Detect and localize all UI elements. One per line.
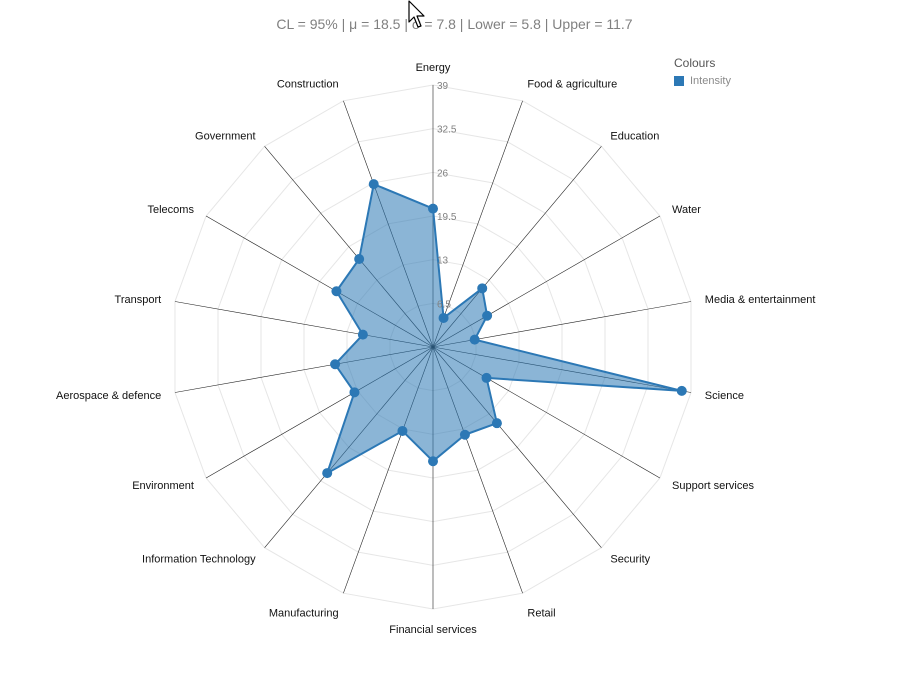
data-point-14 <box>357 329 368 340</box>
category-label-2: Education <box>610 131 659 143</box>
tick-label-2: 19.5 <box>437 212 457 223</box>
data-point-8 <box>459 429 470 440</box>
legend-item-label: Intensity <box>690 75 731 87</box>
tick-label-0: 6.5 <box>437 299 451 310</box>
data-point-6 <box>481 372 492 383</box>
data-point-4 <box>469 334 480 345</box>
category-label-17: Construction <box>277 79 339 91</box>
tick-label-4: 32.5 <box>437 125 457 136</box>
category-label-5: Science <box>705 390 744 402</box>
data-point-5 <box>676 385 687 396</box>
data-point-1 <box>438 312 449 323</box>
category-label-7: Security <box>610 553 650 565</box>
series-area-intensity <box>326 183 683 475</box>
data-point-13 <box>330 359 341 370</box>
data-point-17 <box>368 179 379 190</box>
stats-line: CL = 95% | μ = 18.5 | σ = 7.8 | Lower = … <box>276 16 633 32</box>
data-point-2 <box>477 283 488 294</box>
category-label-16: Government <box>195 131 256 143</box>
category-label-14: Transport <box>115 294 162 306</box>
data-point-12 <box>349 387 360 398</box>
category-label-9: Financial services <box>389 624 477 636</box>
category-label-4: Media & entertainment <box>705 294 816 306</box>
axis-spoke-1 <box>432 100 523 348</box>
data-point-0 <box>428 203 438 214</box>
legend-swatch <box>674 76 684 86</box>
category-label-0: Energy <box>416 62 451 74</box>
legend-title: Colours <box>674 56 716 70</box>
data-point-16 <box>354 253 365 264</box>
data-point-10 <box>397 425 408 436</box>
category-label-8: Retail <box>527 607 555 619</box>
legend: Colours Intensity <box>674 56 731 87</box>
category-label-11: Information Technology <box>142 553 256 565</box>
data-point-9 <box>428 456 438 467</box>
category-label-6: Support services <box>672 480 754 492</box>
tick-label-1: 13 <box>437 256 449 267</box>
category-label-12: Environment <box>132 480 194 492</box>
category-label-1: Food & agriculture <box>527 79 617 91</box>
tick-label-3: 26 <box>437 168 449 179</box>
category-label-3: Water <box>672 204 701 216</box>
data-point-3 <box>482 310 493 321</box>
tick-label-5: 39 <box>437 81 449 92</box>
data-point-15 <box>331 286 342 297</box>
legend-item-intensity[interactable]: Intensity <box>674 75 731 87</box>
category-label-13: Aerospace & defence <box>56 390 161 402</box>
data-point-7 <box>491 418 502 429</box>
category-label-10: Manufacturing <box>269 607 339 619</box>
category-label-15: Telecoms <box>148 204 195 216</box>
data-point-11 <box>322 468 333 479</box>
